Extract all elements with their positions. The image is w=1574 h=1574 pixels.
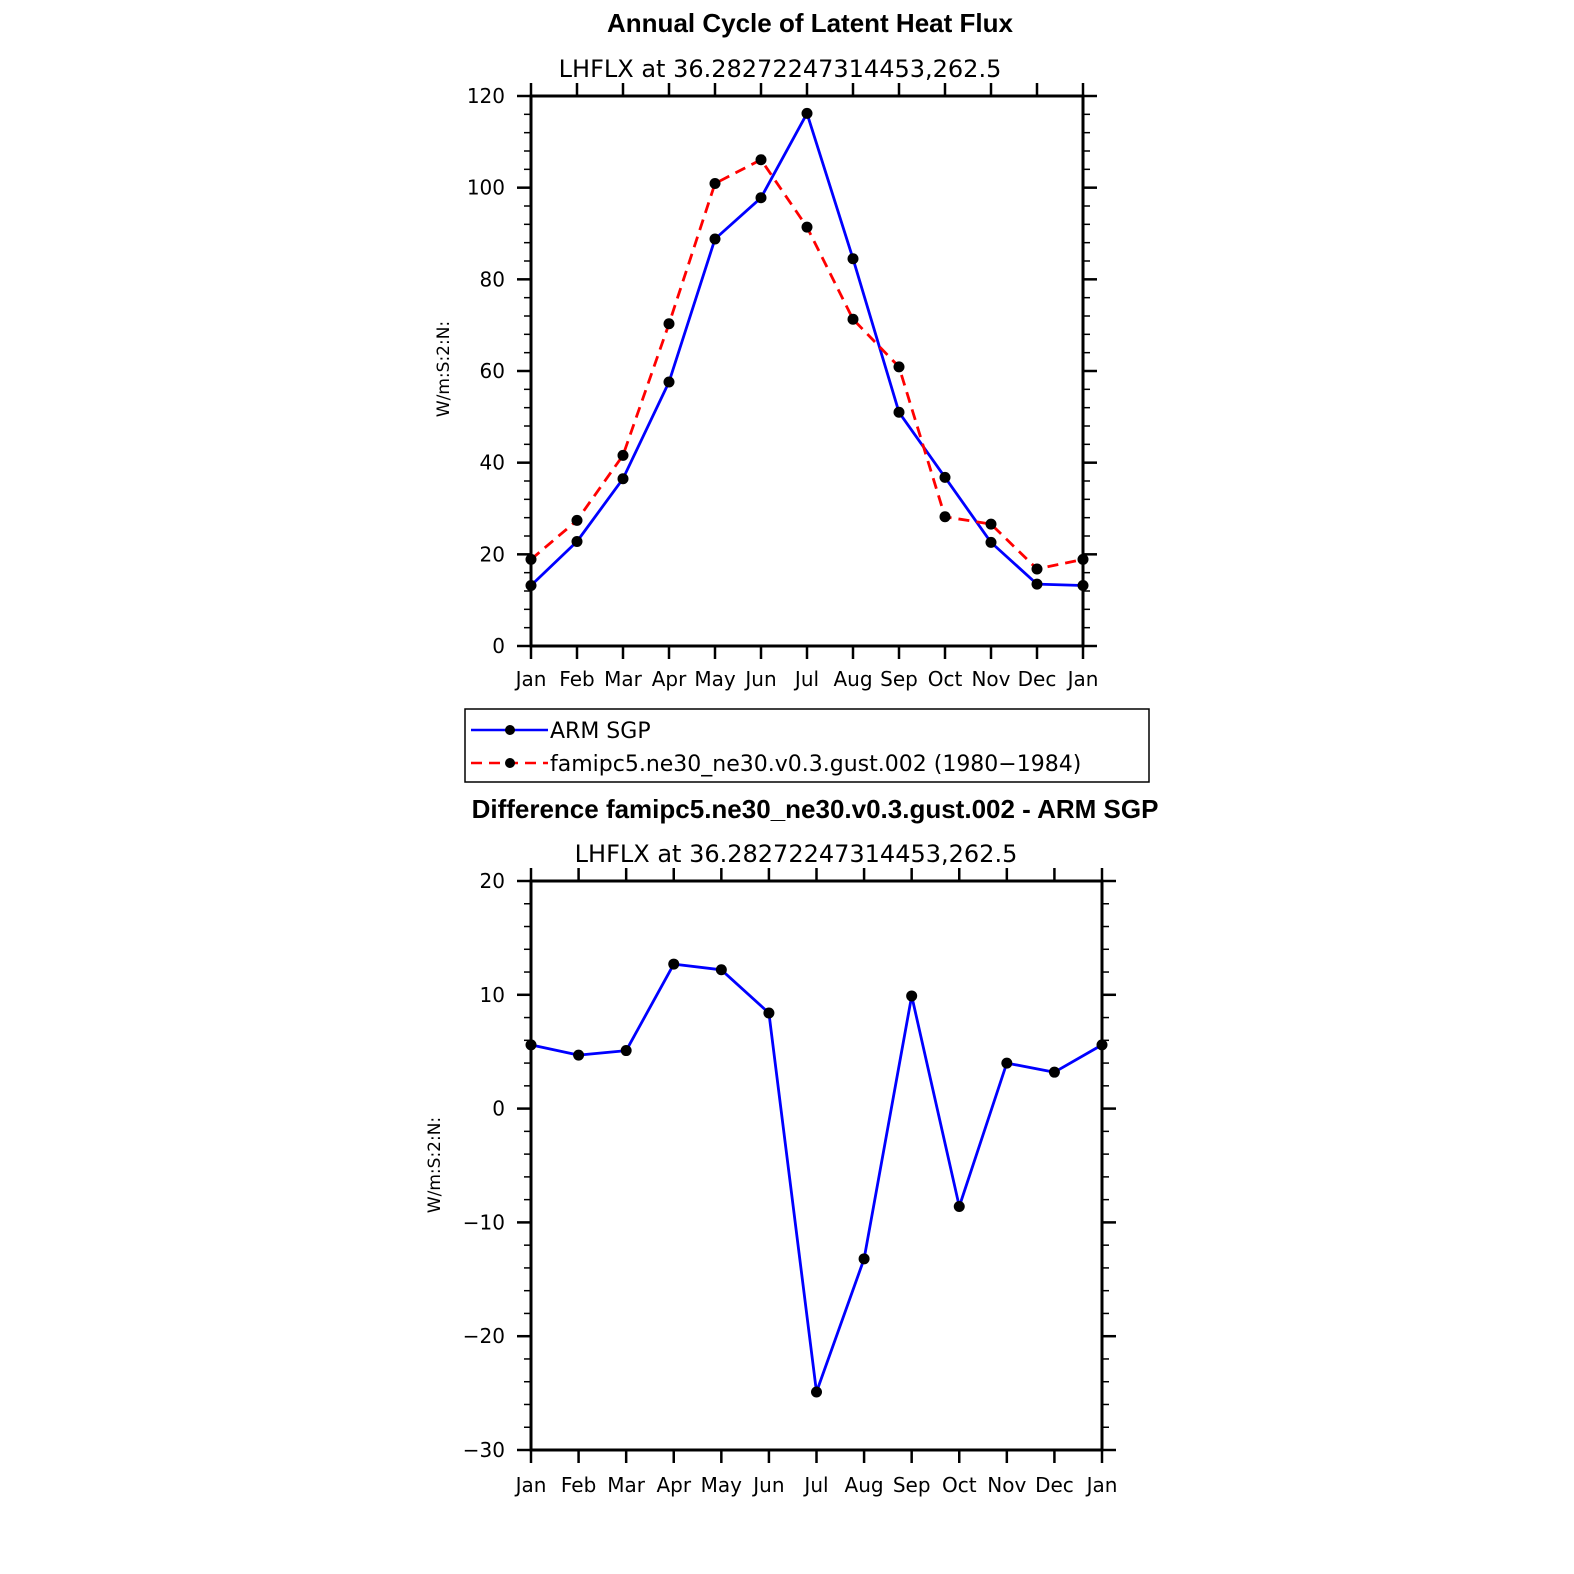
chart1-x-tick-label: Nov bbox=[971, 667, 1010, 691]
chart1-subtitle: LHFLX at 36.28272247314453,262.5 bbox=[559, 55, 1002, 83]
chart1-series-0-point bbox=[663, 376, 675, 388]
chart2-x-tick-label: Sep bbox=[893, 1473, 931, 1497]
chart1-series-1-point bbox=[663, 318, 675, 330]
chart2-y-tick-label: 0 bbox=[492, 1097, 505, 1121]
chart1-series-1-point bbox=[801, 221, 813, 233]
chart1-series-0-point bbox=[1031, 578, 1043, 590]
chart1-series-1-line bbox=[530, 158, 1084, 571]
chart2-x-tick-label: May bbox=[701, 1473, 743, 1497]
chart1-series-0-point bbox=[801, 107, 813, 119]
chart1-series-0-point bbox=[571, 536, 583, 547]
chart2-x-tick-label: Jun bbox=[751, 1473, 784, 1497]
chart1-x-tick-label: Dec bbox=[1018, 667, 1057, 691]
chart2-x-tick-label: Jan bbox=[514, 1473, 547, 1497]
chart1-x-tick-label: Apr bbox=[652, 667, 687, 691]
chart1-y-tick-label: 120 bbox=[467, 84, 505, 108]
chart2-x-tick-label: Jan bbox=[1085, 1473, 1118, 1497]
chart2-series-0-point bbox=[953, 1200, 965, 1212]
chart1-x-tick-labels: Jan Feb Mar Apr May Jun Jul Aug Sep Oct Nov Dec Jan bbox=[514, 667, 1099, 691]
chart1-series-0-point bbox=[847, 253, 859, 265]
chart2-plot-frame bbox=[529, 879, 1104, 1452]
chart1-y-tick-label: 100 bbox=[467, 176, 505, 200]
chart1-x-tick-label: Jun bbox=[743, 667, 776, 691]
chart1-x-tick-label: Jan bbox=[514, 667, 547, 691]
legend-arm-marker bbox=[505, 725, 515, 735]
chart1-series-1-point bbox=[571, 514, 583, 526]
chart1-x-tick-label: Sep bbox=[880, 667, 918, 691]
chart2-subtitle: LHFLX at 36.28272247314453,262.5 bbox=[575, 840, 1018, 868]
chart2-y-tick-label: −10 bbox=[463, 1210, 505, 1234]
chart1-series-0-point bbox=[617, 473, 629, 485]
chart1-y-tick-label: 60 bbox=[480, 359, 505, 383]
chart2-y-tick-label: −20 bbox=[463, 1324, 505, 1348]
chart2-x-tick-labels: Jan Feb Mar Apr May Jun Jul Aug Sep Oct Nov Dec Jan bbox=[514, 1473, 1118, 1497]
chart2-x-tick-label: Apr bbox=[656, 1473, 691, 1497]
chart1-series-1-point bbox=[893, 361, 905, 373]
chart2-x-tick-label: Aug bbox=[845, 1473, 884, 1497]
chart2-y-axis-label: W/m:S:2:N: bbox=[425, 1117, 445, 1213]
chart1-series-1-point bbox=[1031, 563, 1043, 575]
chart1-plot-frame bbox=[529, 94, 1085, 648]
chart2-y-tick-label: 20 bbox=[480, 869, 505, 893]
chart2-series-0-point bbox=[906, 990, 918, 1002]
chart1-series-1-point bbox=[709, 178, 721, 190]
chart1-y-tick-labels: 0 20 40 60 80 100 120 bbox=[467, 84, 505, 658]
chart1-series-0-point bbox=[755, 192, 767, 204]
chart2-x-tick-label: Mar bbox=[607, 1473, 646, 1497]
chart2-series-0-point bbox=[620, 1045, 632, 1057]
chart1-series-0-line bbox=[530, 112, 1084, 587]
chart1-axis-ticks bbox=[517, 83, 1097, 659]
chart1-x-tick-label: Mar bbox=[604, 667, 643, 691]
legend-arm-label: ARM SGP bbox=[550, 719, 651, 744]
chart2-series-0-point bbox=[1001, 1057, 1013, 1069]
legend-box bbox=[464, 708, 1150, 783]
chart1-series-1-point bbox=[847, 313, 859, 325]
chart1-x-tick-label: May bbox=[694, 667, 736, 691]
chart2-series-0-point bbox=[668, 958, 680, 970]
chart1-legend: ARM SGP famipc5.ne30_ne30.v0.3.gust.002 … bbox=[464, 708, 1150, 783]
chart2-x-tick-label: Jul bbox=[802, 1473, 828, 1497]
chart2-series-0-point bbox=[715, 964, 727, 976]
chart1-y-axis-label: W/m:S:2:N: bbox=[434, 321, 454, 417]
chart2-series bbox=[525, 958, 1108, 1398]
chart2-title: Difference famipc5.ne30_ne30.v0.3.gust.0… bbox=[472, 794, 1159, 824]
chart2-series-0-point bbox=[1048, 1066, 1060, 1078]
chart2-y-tick-label: 10 bbox=[480, 983, 505, 1007]
legend-model-label: famipc5.ne30_ne30.v0.3.gust.002 (1980−19… bbox=[550, 752, 1081, 777]
chart1-title: Annual Cycle of Latent Heat Flux bbox=[607, 8, 1013, 38]
chart2-y-tick-labels: −30 −20 −10 0 10 20 bbox=[463, 869, 505, 1462]
chart1-x-tick-label: Jan bbox=[1066, 667, 1099, 691]
chart1-x-tick-label: Aug bbox=[833, 667, 872, 691]
chart2-x-tick-label: Oct bbox=[942, 1473, 977, 1497]
chart2-series-0-point bbox=[573, 1049, 585, 1061]
chart1-x-tick-label: Feb bbox=[559, 667, 594, 691]
chart1-y-tick-label: 40 bbox=[480, 451, 505, 475]
chart1-x-tick-label: Jul bbox=[793, 667, 819, 691]
chart1-series-0-point bbox=[709, 233, 721, 245]
chart1-series-0-point bbox=[939, 471, 951, 483]
chart2-axis-ticks bbox=[517, 868, 1116, 1463]
legend-model-marker bbox=[505, 758, 515, 768]
chart2-x-tick-label: Feb bbox=[561, 1473, 596, 1497]
chart2-series-0-point bbox=[858, 1253, 870, 1265]
chart2-x-tick-label: Dec bbox=[1035, 1473, 1074, 1497]
chart2-series-0-point bbox=[811, 1386, 822, 1398]
chart2-series-0-line bbox=[530, 962, 1103, 1394]
chart1-y-tick-label: 0 bbox=[492, 634, 505, 658]
chart2-y-tick-label: −30 bbox=[463, 1438, 505, 1462]
chart1-x-tick-label: Oct bbox=[928, 667, 963, 691]
chart1-series-1-point bbox=[755, 154, 767, 166]
chart1-series-0-point bbox=[893, 406, 905, 418]
chart2-x-tick-label: Nov bbox=[987, 1473, 1026, 1497]
chart2-series-0-point bbox=[763, 1007, 775, 1019]
chart1-series bbox=[525, 107, 1089, 591]
chart1-series-1-point bbox=[939, 511, 951, 523]
chart1-series-0-point bbox=[985, 536, 997, 548]
chart1-y-tick-label: 20 bbox=[480, 542, 505, 566]
chart1-y-tick-label: 80 bbox=[480, 267, 505, 291]
chart1-series-1-point bbox=[617, 449, 629, 461]
chart1-series-1-point bbox=[985, 518, 997, 530]
